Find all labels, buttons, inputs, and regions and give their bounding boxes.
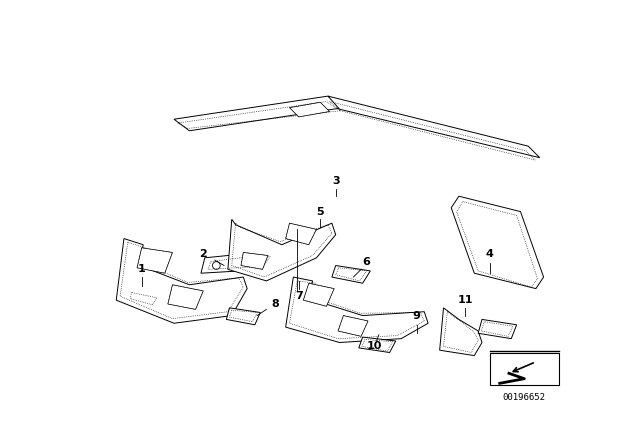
Polygon shape <box>174 96 344 131</box>
Polygon shape <box>285 223 316 245</box>
Text: 10: 10 <box>367 341 382 351</box>
Text: 1: 1 <box>138 264 145 274</box>
Polygon shape <box>303 283 334 306</box>
Text: 00196652: 00196652 <box>503 392 546 401</box>
Text: 3: 3 <box>332 176 339 186</box>
Bar <box>490 353 559 385</box>
Text: 5: 5 <box>317 207 324 217</box>
Polygon shape <box>116 238 247 323</box>
Polygon shape <box>332 266 371 283</box>
Polygon shape <box>228 220 336 281</box>
Polygon shape <box>124 289 163 308</box>
Polygon shape <box>137 248 172 273</box>
Polygon shape <box>168 285 204 310</box>
Text: 2: 2 <box>200 249 207 259</box>
Polygon shape <box>338 315 368 336</box>
Text: 8: 8 <box>272 299 280 309</box>
Text: 11: 11 <box>458 295 473 305</box>
Polygon shape <box>440 308 482 356</box>
Polygon shape <box>227 308 260 325</box>
Polygon shape <box>451 196 543 289</box>
Text: 7: 7 <box>295 291 303 302</box>
Text: 4: 4 <box>486 249 493 259</box>
Polygon shape <box>289 102 330 117</box>
Polygon shape <box>241 252 268 269</box>
Polygon shape <box>201 252 274 273</box>
Text: 6: 6 <box>363 257 371 267</box>
Polygon shape <box>328 96 540 158</box>
Text: 9: 9 <box>413 310 420 321</box>
Polygon shape <box>285 277 428 343</box>
Polygon shape <box>478 319 516 339</box>
Polygon shape <box>359 337 396 353</box>
